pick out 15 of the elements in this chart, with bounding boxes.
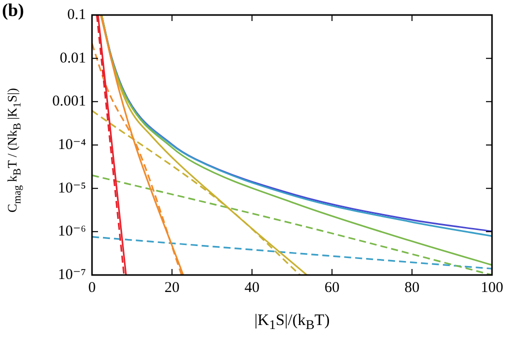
x-tick-label: 100 <box>480 280 504 296</box>
y-tick-label: 0.01 <box>60 50 86 66</box>
x-axis-title: |K$_{1}$S|/(k$_{B}$T) <box>253 312 331 334</box>
y-tick-label: 10⁻⁷ <box>58 266 86 283</box>
y-tick-label: 10⁻⁵ <box>58 180 86 196</box>
x-tick-label: 60 <box>324 280 340 296</box>
y-tick-label: 10⁻⁴ <box>58 136 86 153</box>
x-tick-label: 0 <box>88 280 96 296</box>
y-tick-label: 10⁻⁶ <box>58 224 86 240</box>
x-tick-label: 40 <box>244 280 260 296</box>
x-tick-label: 80 <box>404 280 420 296</box>
chart-title: (b) <box>2 0 24 21</box>
y-tick-label: 0.1 <box>67 6 86 23</box>
x-tick-label: 20 <box>164 280 180 296</box>
y-tick-label: 0.001 <box>52 94 86 110</box>
